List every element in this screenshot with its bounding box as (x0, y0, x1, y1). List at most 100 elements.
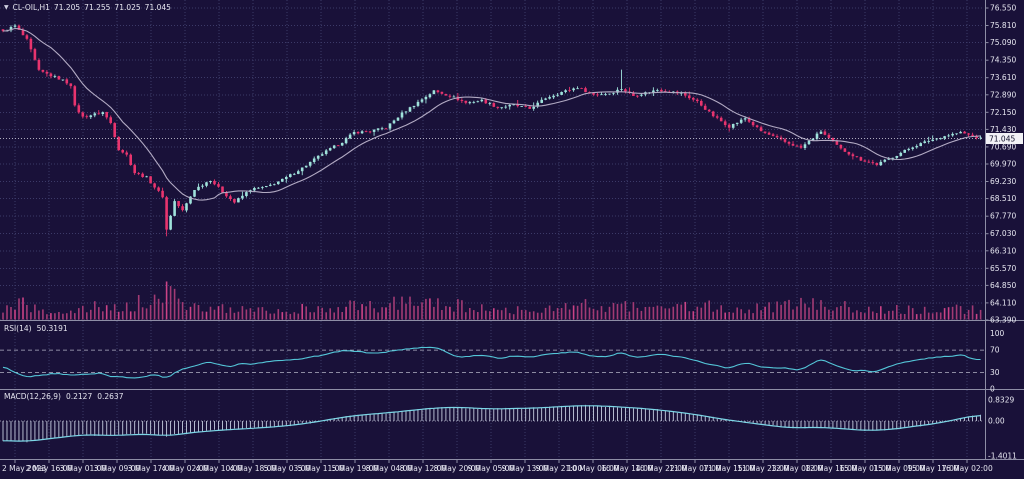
candlesticks[interactable] (1, 23, 982, 237)
candle-body-down (213, 180, 216, 185)
candle-body-up (189, 196, 192, 204)
candle-body-up (508, 104, 511, 107)
volume-bar (792, 309, 794, 320)
candle-body-down (37, 60, 41, 70)
price-axis-label: 64.110 (990, 298, 1016, 307)
volume-bar (648, 306, 651, 320)
rsi-axis[interactable]: 100 70 30 0 (990, 329, 1005, 394)
candle-body-up (392, 120, 396, 124)
volume-bar (724, 312, 726, 320)
candle-body-down (133, 165, 136, 174)
candle-body-up (352, 132, 356, 135)
candle-body-up (979, 137, 982, 139)
candle-body-down (105, 112, 108, 118)
volume-bar (46, 314, 48, 320)
volume-bar (760, 310, 762, 320)
time-axis-label: 4 May 10:00 (196, 464, 243, 473)
volume-bars (2, 281, 982, 320)
volume-bar (680, 304, 683, 320)
rsi-axis-label: 100 (990, 329, 1005, 338)
candle-body-up (241, 195, 244, 199)
volume-bar (441, 310, 443, 320)
candle-body-up (488, 103, 492, 104)
candle-body-up (656, 90, 659, 91)
candle-body-down (464, 100, 468, 103)
candle-body-up (428, 94, 432, 98)
volume-bar (433, 306, 435, 320)
candle-body-up (500, 107, 503, 109)
candle-body-down (336, 145, 340, 147)
candle-body-down (65, 79, 69, 84)
candle-body-down (33, 49, 37, 60)
volume-bar (337, 307, 339, 320)
volume-bar (508, 313, 511, 320)
candle-body-up (344, 138, 348, 144)
candle-body-down (117, 136, 120, 151)
candle-body-up (197, 186, 200, 191)
candle-body-down (592, 92, 595, 95)
price-axis-label: 67.030 (990, 229, 1016, 238)
volume-bar (840, 306, 842, 320)
price-axis-label: 73.610 (990, 73, 1016, 82)
candle-body-up (899, 152, 903, 156)
candle-body-down (568, 90, 571, 91)
rsi-indicator-label: RSI(14) 50.3191 (4, 324, 68, 333)
volume-bar (892, 310, 894, 320)
symbol-dropdown-icon[interactable]: ▼ (4, 3, 9, 11)
time-axis-label: 8 May 12:00 (400, 464, 447, 473)
volume-bar (42, 309, 44, 320)
macd-main-value: 0.2127 (65, 392, 93, 401)
time-axis-label: 8 May 04:00 (366, 464, 413, 473)
volume-bar (18, 298, 20, 320)
volume-bar (923, 306, 926, 320)
candle-body-up (520, 106, 523, 107)
volume-bar (217, 306, 220, 320)
candle-body-down (21, 29, 25, 36)
volume-bar (417, 305, 419, 320)
volume-bar (728, 312, 730, 320)
volume-bar (876, 313, 878, 320)
candle-body-up (53, 76, 57, 77)
volume-bar (489, 311, 491, 320)
volume-bar (241, 306, 244, 320)
volume-bar (712, 311, 714, 320)
price-axis[interactable]: 76.550 75.810 75.090 74.350 73.610 72.890 72.1… (985, 4, 1017, 325)
candle-body-down (624, 89, 627, 92)
volume-bar (967, 309, 970, 320)
candle-body-down (97, 113, 101, 115)
volume-bar (6, 305, 8, 320)
volume-bar (261, 307, 264, 320)
candle-body-down (588, 92, 591, 93)
macd-axis[interactable]: 0.8329 0.00 -1.4011 (988, 396, 1017, 461)
candle-body-down (692, 97, 695, 100)
price-axis-label: 70.690 (990, 142, 1016, 151)
volume-bar (385, 307, 387, 320)
candle-body-up (300, 167, 304, 172)
volume-bar (756, 303, 758, 320)
candle-body-down (871, 162, 875, 164)
candle-body-up (245, 192, 248, 196)
volume-bar (481, 304, 483, 320)
candle-body-up (432, 90, 436, 95)
volume-bar (540, 312, 543, 320)
candle-body-down (771, 134, 775, 136)
volume-bar (209, 306, 212, 320)
candle-body-up (544, 98, 547, 100)
volume-bar (796, 306, 798, 320)
candle-body-down (875, 163, 879, 165)
volume-bar (309, 312, 311, 320)
candle-body-up (943, 136, 946, 139)
candle-body-down (867, 161, 871, 163)
volume-bar (764, 306, 766, 320)
candle-body-down (688, 95, 691, 99)
time-axis-label: 11 May 07:00 (669, 464, 721, 473)
candle-body-up (205, 182, 208, 186)
price-axis-label: 71.430 (990, 125, 1016, 134)
candle-body-up (9, 27, 13, 31)
candle-body-down (181, 206, 184, 211)
volume-bar (54, 313, 56, 320)
candle-body-down (153, 183, 156, 188)
